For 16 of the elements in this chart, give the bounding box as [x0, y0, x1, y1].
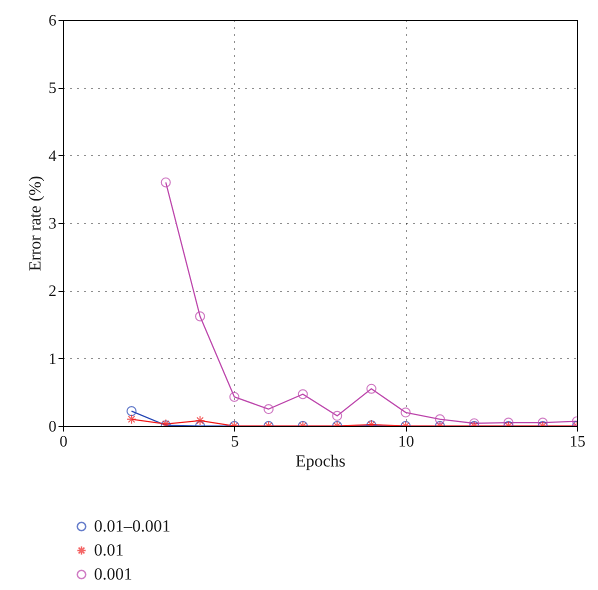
legend-label: 0.001	[94, 564, 132, 584]
y-tick-label: 4	[48, 148, 56, 165]
legend-label: 0.01	[94, 540, 124, 560]
x-tick-label: 10	[398, 434, 414, 450]
x-tick-label: 15	[570, 434, 586, 450]
y-tick-label: 0	[48, 418, 56, 436]
y-tick-label: 1	[48, 350, 56, 368]
y-axis-title: Error rate (%)	[26, 176, 44, 272]
y-tick-label: 2	[48, 283, 56, 300]
y-tick-label: 3	[48, 216, 56, 232]
x-tick-label: 5	[230, 434, 239, 450]
legend-label: 0.01–0.001	[94, 516, 170, 536]
x-axis-title: Epochs	[295, 452, 346, 470]
y-tick-label: 6	[48, 12, 56, 30]
x-tick-label: 0	[60, 434, 68, 450]
y-tick-label: 5	[48, 80, 56, 98]
